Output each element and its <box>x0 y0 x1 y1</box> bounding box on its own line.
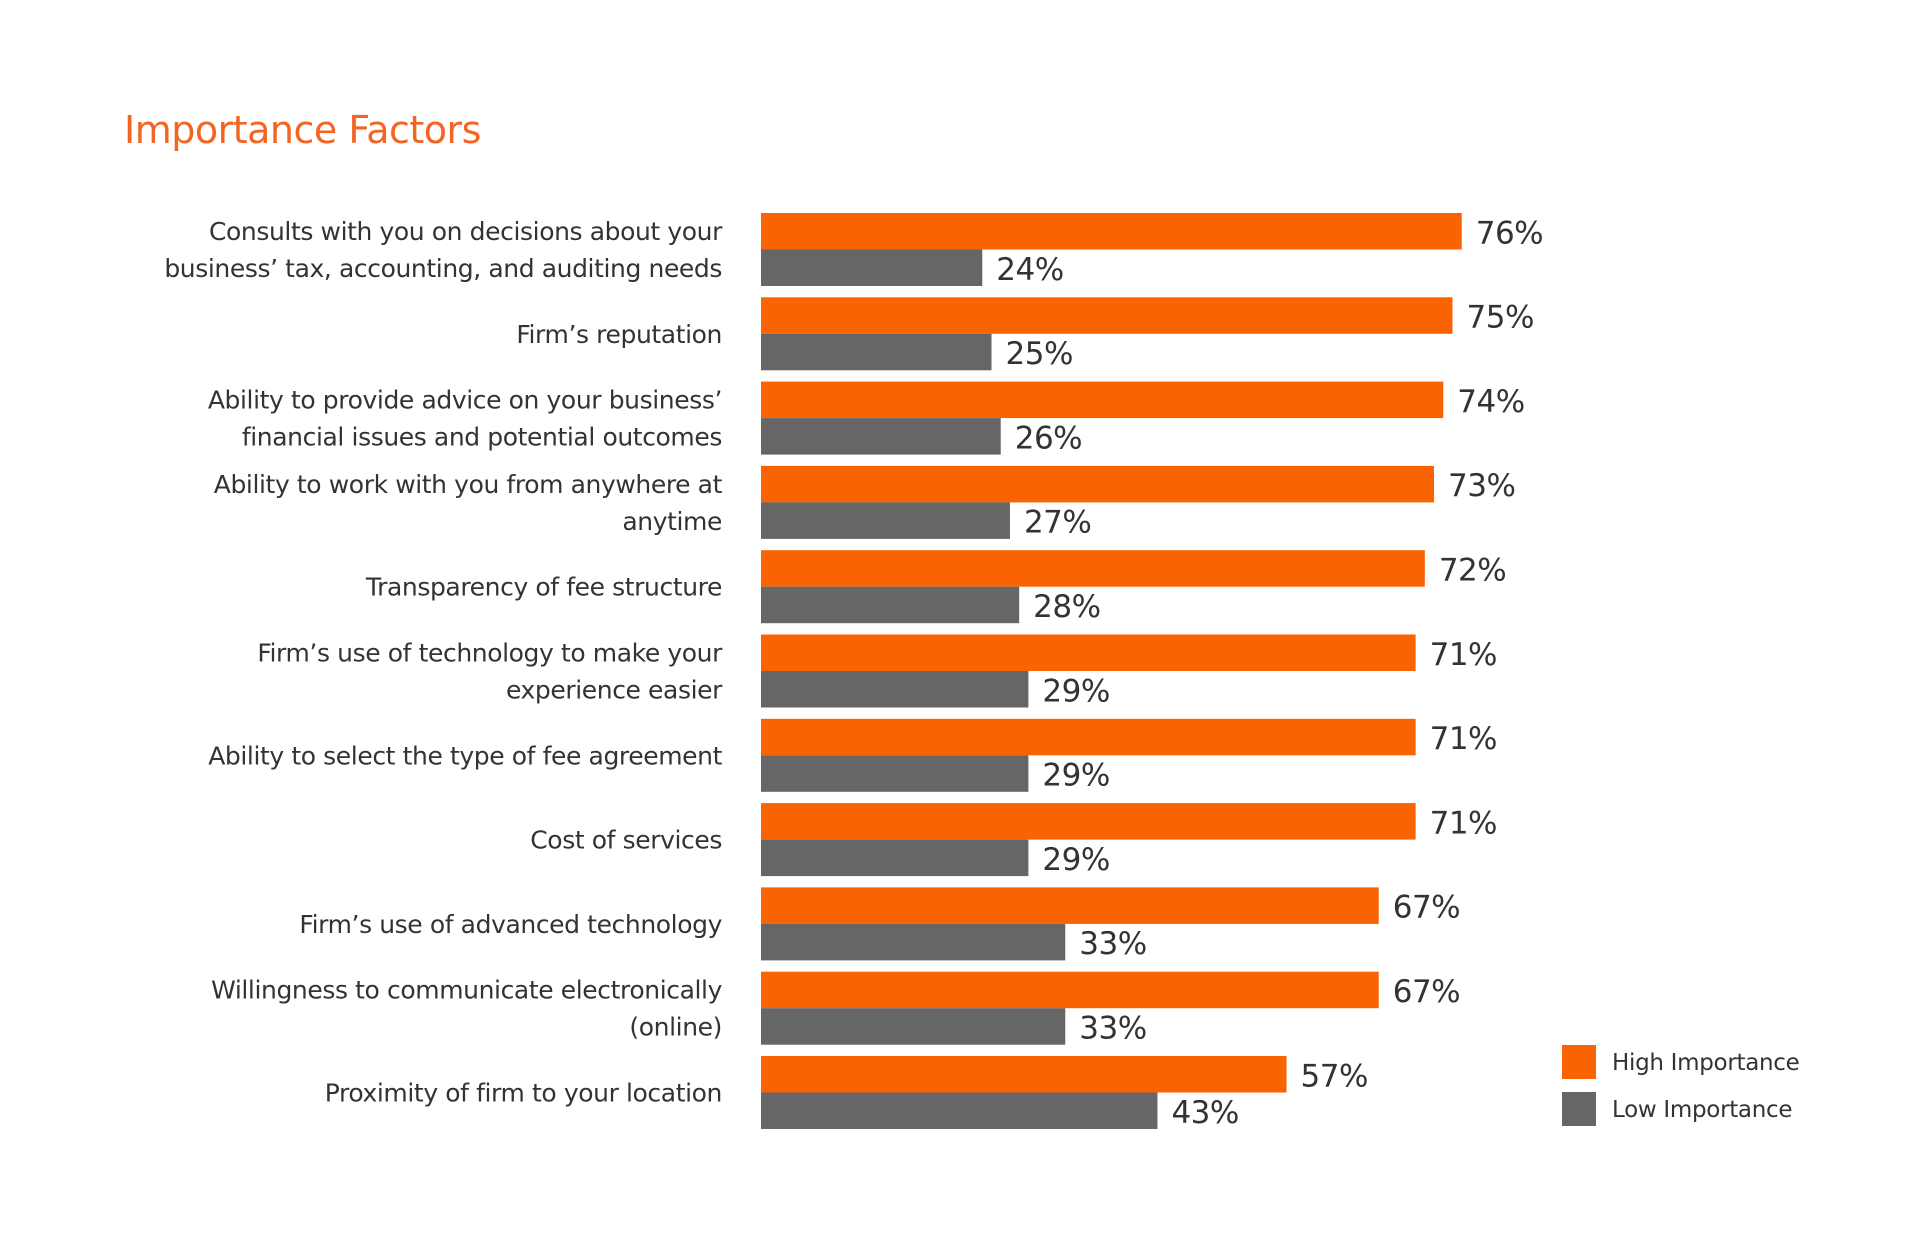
category-label-line: Transparency of fee structure <box>365 573 722 602</box>
bar-low-importance <box>761 671 1029 708</box>
category-label-line: Firm’s use of technology to make your <box>257 639 723 668</box>
bars-layer <box>761 213 1462 1129</box>
category-label: Cost of services <box>530 826 722 855</box>
legend-label: High Importance <box>1612 1050 1799 1076</box>
category-label-line: financial issues and potential outcomes <box>242 423 722 452</box>
category-label-line: (online) <box>629 1013 722 1042</box>
value-label: 57% <box>1301 1058 1368 1094</box>
value-label: 73% <box>1448 468 1515 504</box>
value-label: 33% <box>1079 926 1146 962</box>
category-label-line: Firm’s use of advanced technology <box>299 910 722 939</box>
bar-low-importance <box>761 1008 1066 1045</box>
category-label: Consults with you on decisions about you… <box>164 217 723 283</box>
value-label: 72% <box>1439 552 1506 588</box>
category-label: Firm’s use of advanced technology <box>299 910 722 939</box>
legend-swatch <box>1562 1092 1596 1126</box>
bar-high-importance <box>761 803 1416 840</box>
bar-low-importance <box>761 755 1029 792</box>
category-label: Proximity of firm to your location <box>325 1079 722 1108</box>
category-label: Transparency of fee structure <box>365 573 722 602</box>
category-label-line: Proximity of firm to your location <box>325 1079 722 1108</box>
bar-low-importance <box>761 586 1020 624</box>
bar-low-importance <box>761 249 983 286</box>
category-label-line: Ability to work with you from anywhere a… <box>214 470 723 499</box>
bar-low-importance <box>761 1092 1158 1129</box>
bar-high-importance <box>761 213 1462 250</box>
category-label: Firm’s use of technology to make your exp… <box>257 639 723 705</box>
bar-low-importance <box>761 418 1001 455</box>
category-label: Ability to select the type of fee agreem… <box>208 741 722 770</box>
category-label: Ability to work with you from anywhere a… <box>214 470 723 536</box>
bar-low-importance <box>761 923 1066 961</box>
value-label: 71% <box>1430 805 1497 841</box>
value-label: 67% <box>1393 890 1460 926</box>
value-label: 26% <box>1015 420 1082 456</box>
bar-high-importance <box>761 381 1444 419</box>
value-label: 75% <box>1467 300 1534 336</box>
value-label: 28% <box>1033 589 1100 625</box>
value-label: 67% <box>1393 974 1460 1010</box>
bar-high-importance <box>761 550 1425 587</box>
category-labels: Consults with you on decisions about you… <box>164 217 723 1108</box>
bar-high-importance <box>761 1056 1287 1093</box>
category-label-line: Ability to provide advice on your busine… <box>208 386 722 415</box>
category-label-line: Consults with you on decisions about you… <box>209 217 723 246</box>
value-label: 29% <box>1042 758 1109 794</box>
value-label: 33% <box>1079 1010 1146 1046</box>
value-label: 43% <box>1171 1095 1238 1131</box>
bar-high-importance <box>761 887 1379 924</box>
legend: High Importance Low Importance <box>1562 1045 1800 1126</box>
category-label-line: Cost of services <box>530 826 722 855</box>
category-label-line: experience easier <box>506 676 723 705</box>
value-label: 25% <box>1006 336 1073 372</box>
legend-swatch <box>1562 1045 1596 1079</box>
value-labels: 76% 24% 75% 25% 74% 26% 73% 27% 72% 28% 71% 29% 71% 2… <box>996 215 1543 1131</box>
category-label: Willingness to communicate electronicall… <box>211 976 723 1042</box>
bar-high-importance <box>761 718 1416 756</box>
category-label-line: Firm’s reputation <box>516 320 722 349</box>
value-label: 71% <box>1430 721 1497 757</box>
value-label: 76% <box>1476 215 1543 251</box>
bar-high-importance <box>761 971 1379 1009</box>
value-label: 29% <box>1042 842 1109 878</box>
bar-low-importance <box>761 333 992 371</box>
category-label: Ability to provide advice on your busine… <box>208 386 722 452</box>
bar-high-importance <box>761 297 1453 334</box>
bar-low-importance <box>761 502 1010 539</box>
chart-title: Importance Factors <box>124 108 481 152</box>
category-label-line: business’ tax, accounting, and auditing … <box>164 254 722 283</box>
value-label: 27% <box>1024 505 1091 541</box>
category-label: Firm’s reputation <box>516 320 722 349</box>
bar-high-importance <box>761 634 1416 671</box>
value-label: 29% <box>1042 673 1109 709</box>
bar-high-importance <box>761 465 1435 503</box>
legend-label: Low Importance <box>1612 1097 1792 1123</box>
category-label-line: Willingness to communicate electronicall… <box>211 976 723 1005</box>
value-label: 24% <box>996 252 1063 288</box>
value-label: 71% <box>1430 637 1497 673</box>
bar-low-importance <box>761 839 1029 877</box>
value-label: 74% <box>1457 384 1524 420</box>
category-label-line: anytime <box>622 507 722 536</box>
category-label-line: Ability to select the type of fee agreem… <box>208 741 722 770</box>
